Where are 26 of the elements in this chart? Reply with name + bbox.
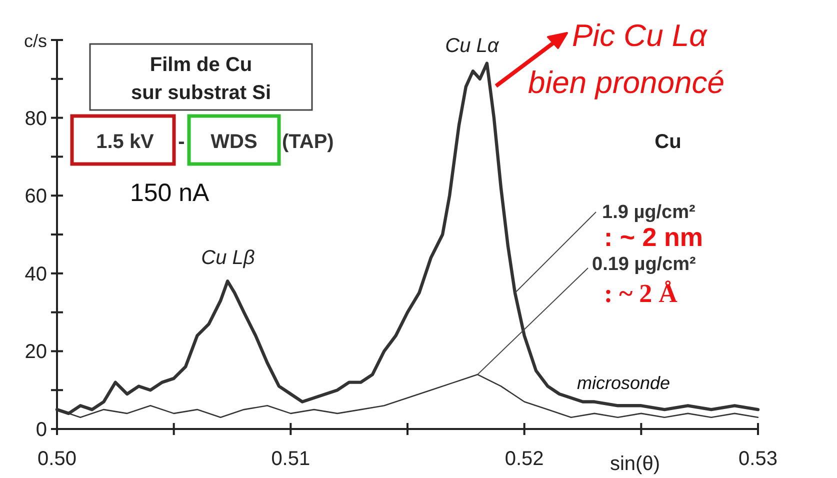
x-tick-label: 0.53 [738, 448, 778, 470]
annotation: Cu [654, 131, 682, 153]
x-tick-label: 0.50 [38, 448, 76, 470]
y-axis-title: c/s [24, 31, 47, 51]
annotation: (TAP) [282, 131, 334, 153]
annotation: microsonde [577, 373, 670, 393]
y-tick-label: 40 [24, 263, 47, 286]
annotation: : ~ 2 nm [604, 222, 703, 252]
annotation: Cu Lβ [201, 247, 255, 269]
annotation: Cu Lα [445, 35, 500, 57]
annotation: 0.19 µg/cm² [592, 254, 696, 275]
y-tick-label: 80 [24, 108, 47, 130]
y-tick-label: 0 [36, 419, 47, 441]
annotation: - [178, 131, 185, 153]
text: Film de Cu sur substrat Si [130, 54, 272, 104]
x-tick-label: 0.51 [271, 448, 310, 470]
annotation: Pic Cu Lα bien prononcé [528, 18, 724, 100]
y-tick-label: 60 [24, 186, 47, 208]
x-axis-title: sin(θ) [610, 453, 660, 475]
annotation: 150 nA [130, 179, 210, 207]
annotation: : ~ 2 Å [604, 279, 678, 308]
y-tick-label: 20 [24, 341, 47, 364]
annotation: WDS [210, 131, 258, 153]
annotation: 1.5 kV [96, 131, 155, 153]
annotation: 1.9 µg/cm² [602, 202, 696, 223]
x-tick-label: 0.52 [504, 448, 544, 470]
